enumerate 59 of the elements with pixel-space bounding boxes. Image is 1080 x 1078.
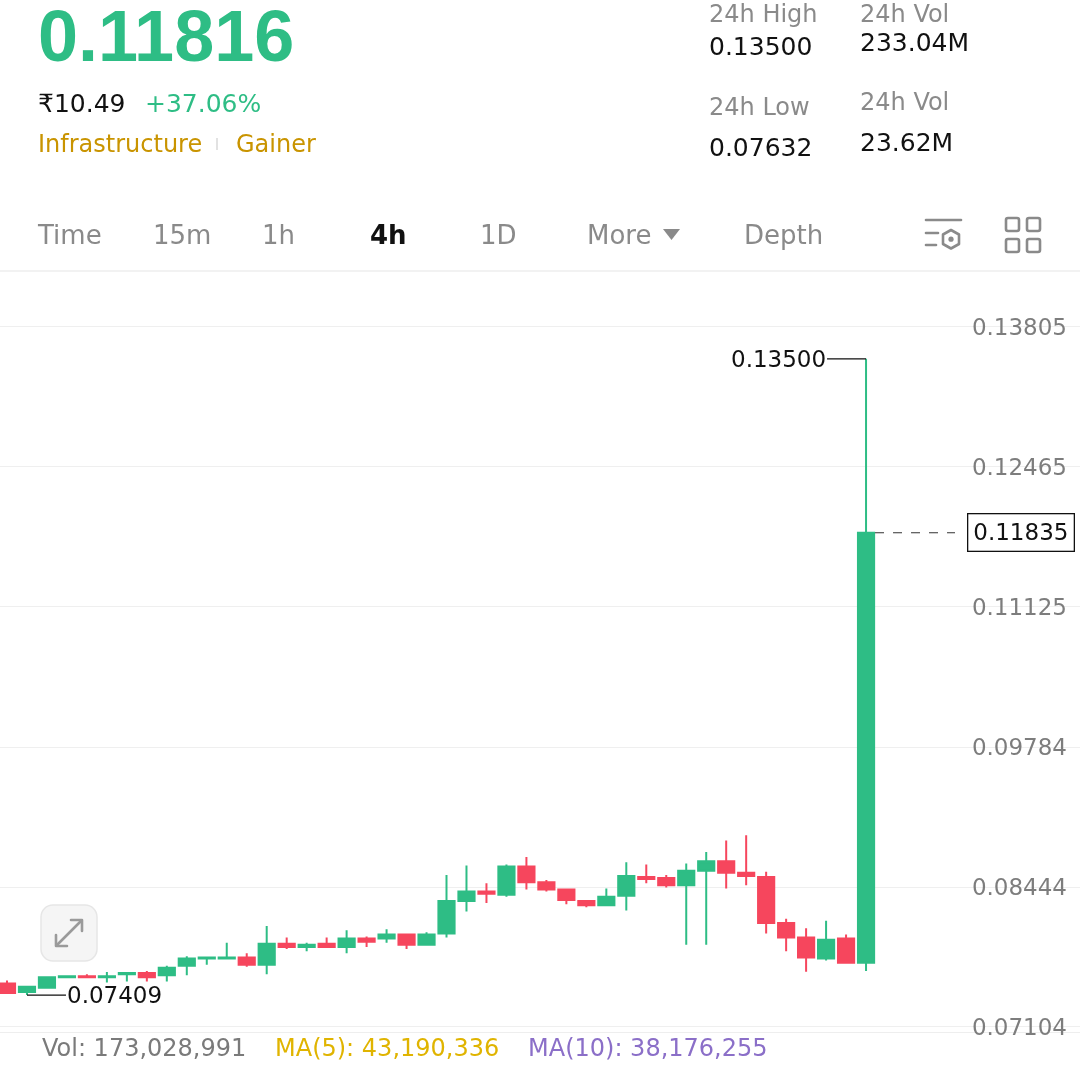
- ref-line-label: 0.11835: [973, 519, 1069, 546]
- candlestick: [497, 863, 516, 898]
- text: 233.04M: [860, 27, 970, 58]
- candlestick: [757, 870, 776, 935]
- text: Time: [38, 219, 102, 252]
- candlestick: [257, 925, 276, 976]
- text: Vol: 173,028,991: [42, 1034, 247, 1063]
- candlestick: [737, 834, 756, 887]
- candlestick: [377, 928, 396, 944]
- text: 24h High: [709, 0, 818, 29]
- y-tick-label: 0.08444: [971, 874, 1067, 901]
- candlestick: [597, 887, 616, 907]
- text: 0.07632: [709, 132, 813, 163]
- candlestick: [697, 850, 716, 946]
- candlestick: [337, 929, 356, 955]
- candlestick: [557, 888, 576, 906]
- y-tick-label: 0.12465: [971, 453, 1067, 480]
- candlestick: [397, 933, 416, 951]
- text: 4h: [370, 219, 407, 252]
- candlestick: [797, 927, 816, 973]
- candlestick: [477, 882, 496, 905]
- candlestick: [816, 919, 836, 962]
- text: MA(5): 43,190,336: [275, 1034, 500, 1063]
- text: ₹10.49: [38, 88, 126, 119]
- candlestick: [856, 357, 876, 972]
- candlestick: [637, 863, 656, 885]
- annotation: 0.13500: [731, 346, 827, 372]
- text: More: [587, 219, 652, 252]
- y-tick-label: 0.13805: [971, 314, 1067, 340]
- candlestick: [237, 952, 256, 968]
- candlestick: [836, 933, 856, 964]
- text: 24h Low: [709, 93, 810, 122]
- text: 1h: [262, 219, 296, 252]
- candlestick: [177, 955, 196, 977]
- text: 0.13500: [709, 31, 813, 62]
- y-tick-label: 0.07104: [971, 1014, 1067, 1041]
- candlestick: [217, 941, 236, 960]
- candlestick: [617, 861, 636, 912]
- candlestick: [677, 862, 696, 946]
- text: 15m: [153, 219, 212, 252]
- text: 24h Vol: [860, 88, 950, 117]
- text: MA(10): 38,176,255: [528, 1034, 768, 1063]
- text: Depth: [744, 219, 824, 252]
- text: 23.62M: [860, 127, 954, 158]
- candlestick: [777, 917, 796, 953]
- text: +37.06%: [145, 88, 262, 119]
- candlestick: [717, 839, 736, 890]
- y-tick-label: 0.09784: [971, 734, 1067, 761]
- y-tick-label: 0.11125: [971, 593, 1067, 620]
- annotation: 0.07409: [67, 982, 163, 1008]
- text: Gainer: [236, 130, 316, 159]
- text: 24h Vol: [860, 0, 950, 29]
- candlestick: [37, 975, 57, 989]
- candlestick: [657, 873, 676, 889]
- text: 1D: [480, 219, 517, 252]
- text: Infrastructure: [38, 130, 203, 159]
- candlestick: [0, 979, 17, 995]
- chart-title: 0.11816: [38, 0, 295, 76]
- candlestick: [157, 964, 176, 983]
